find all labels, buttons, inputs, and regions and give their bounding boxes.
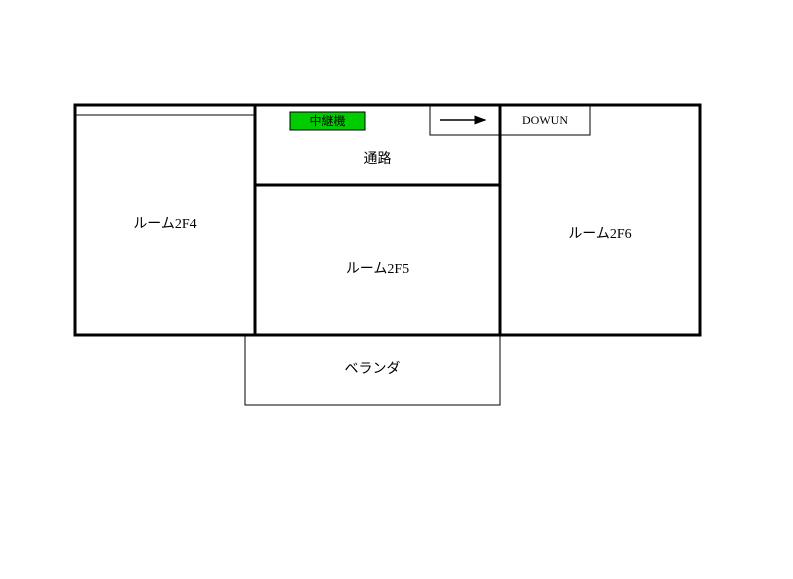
label-room-2f6: ルーム2F6 <box>568 227 631 242</box>
label-room-2f4: ルーム2F4 <box>133 217 196 232</box>
label-repeater: 中継機 <box>309 113 345 128</box>
label-stairs-down: DOWUN <box>522 113 568 127</box>
floorplan-diagram: ルーム2F4 通路ルーム2F5 ルーム2F6 DOWUN ベランダ 中継機 <box>0 0 793 579</box>
label-veranda: ベランダ <box>345 361 401 377</box>
label-corridor: 通路 <box>364 151 392 167</box>
label-room-2f5: ルーム2F5 <box>346 262 409 277</box>
